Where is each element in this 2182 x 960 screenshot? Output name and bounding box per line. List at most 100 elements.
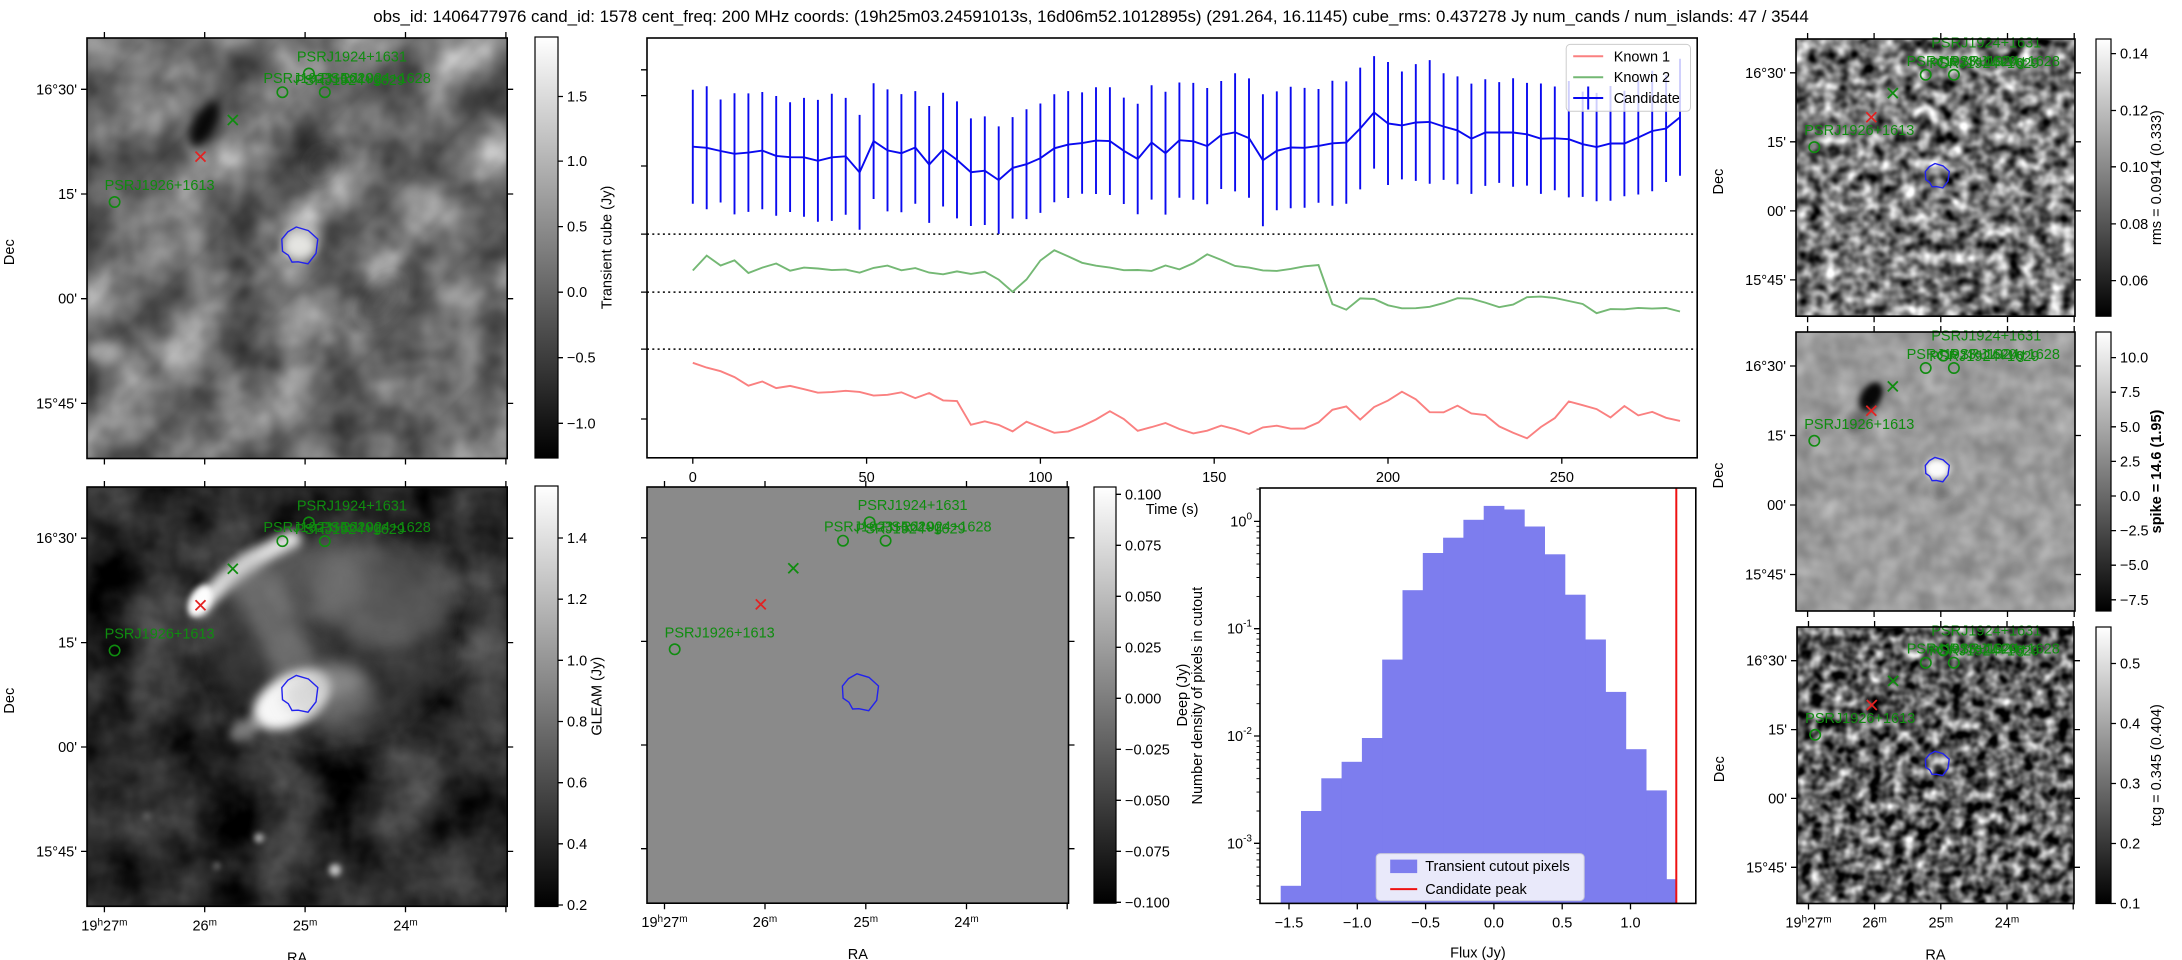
svg-text:0.5: 0.5 bbox=[567, 220, 587, 236]
svg-text:0.1: 0.1 bbox=[2120, 897, 2140, 913]
svg-text:Known 1: Known 1 bbox=[1614, 49, 1670, 65]
svg-text:Transient cube (Jy): Transient cube (Jy) bbox=[599, 186, 615, 310]
svg-text:RA: RA bbox=[287, 950, 307, 960]
svg-text:00': 00' bbox=[58, 292, 77, 308]
svg-text:1.0: 1.0 bbox=[567, 653, 587, 669]
svg-text:PSRJ1924+1628: PSRJ1924+1628 bbox=[1950, 347, 2060, 363]
svg-text:−0.050: −0.050 bbox=[1125, 793, 1170, 809]
svg-text:26m: 26m bbox=[193, 917, 217, 934]
svg-text:PSRJ1926+1613: PSRJ1926+1613 bbox=[665, 625, 775, 641]
svg-text:PSRJ1926+1613: PSRJ1926+1613 bbox=[1804, 123, 1914, 139]
svg-text:25m: 25m bbox=[1929, 915, 1953, 932]
svg-text:spike = 14.6 (1.95): spike = 14.6 (1.95) bbox=[2149, 409, 2165, 533]
svg-text:PSRJ1923+1620g: PSRJ1923+1620g bbox=[1907, 642, 2025, 658]
svg-text:PSRJ1924+1631: PSRJ1924+1631 bbox=[1931, 623, 2041, 639]
svg-text:Dec: Dec bbox=[1711, 463, 1727, 489]
svg-text:0.5: 0.5 bbox=[1552, 915, 1572, 931]
svg-text:00': 00' bbox=[1767, 204, 1786, 220]
svg-text:PSRJ1924+1631: PSRJ1924+1631 bbox=[297, 50, 407, 66]
svg-text:−0.075: −0.075 bbox=[1125, 844, 1170, 860]
svg-text:25m: 25m bbox=[293, 917, 317, 934]
svg-text:0.5: 0.5 bbox=[2120, 657, 2140, 673]
svg-text:0.0: 0.0 bbox=[2120, 489, 2140, 505]
svg-text:−7.5: −7.5 bbox=[2120, 593, 2149, 609]
svg-text:PSRJ1923+1620g: PSRJ1923+1620g bbox=[824, 520, 942, 536]
svg-text:15°45': 15°45' bbox=[1746, 860, 1787, 876]
svg-text:−2.5: −2.5 bbox=[2120, 524, 2149, 540]
svg-text:10-3: 10-3 bbox=[1227, 833, 1252, 852]
svg-text:PSRJ1923+1620g: PSRJ1923+1620g bbox=[264, 520, 382, 536]
svg-text:0.10: 0.10 bbox=[2120, 160, 2148, 176]
svg-text:PSRJ1926+1613: PSRJ1926+1613 bbox=[105, 178, 215, 194]
svg-text:−0.5: −0.5 bbox=[567, 351, 596, 367]
svg-text:−0.5: −0.5 bbox=[1411, 915, 1440, 931]
svg-text:15°45': 15°45' bbox=[36, 844, 77, 860]
svg-text:tcg = 0.345 (0.404): tcg = 0.345 (0.404) bbox=[2149, 704, 2165, 826]
svg-text:PSRJ1924+1629: PSRJ1924+1629 bbox=[295, 522, 405, 538]
svg-text:0.4: 0.4 bbox=[567, 836, 587, 852]
svg-text:15°45': 15°45' bbox=[1745, 568, 1786, 584]
svg-text:−1.0: −1.0 bbox=[1343, 915, 1372, 931]
svg-text:26m: 26m bbox=[1862, 915, 1886, 932]
svg-text:PSRJ1924+1631: PSRJ1924+1631 bbox=[1931, 329, 2041, 345]
svg-text:Time (s): Time (s) bbox=[1146, 502, 1199, 518]
svg-text:PSRJ1926+1613: PSRJ1926+1613 bbox=[1805, 711, 1915, 727]
svg-text:15': 15' bbox=[1768, 723, 1787, 739]
svg-text:−0.025: −0.025 bbox=[1125, 742, 1170, 758]
svg-text:Candidate: Candidate bbox=[1614, 91, 1680, 107]
svg-text:15°45': 15°45' bbox=[36, 396, 77, 412]
svg-text:10.0: 10.0 bbox=[2120, 351, 2148, 367]
svg-text:0.2: 0.2 bbox=[567, 898, 587, 914]
svg-text:0.08: 0.08 bbox=[2120, 217, 2148, 233]
svg-text:7.5: 7.5 bbox=[2120, 385, 2140, 401]
svg-text:PSRJ1924+1628: PSRJ1924+1628 bbox=[882, 520, 992, 536]
svg-text:Transient cutout pixels: Transient cutout pixels bbox=[1425, 859, 1570, 875]
svg-text:Dec: Dec bbox=[1711, 168, 1727, 194]
svg-text:1.0: 1.0 bbox=[1620, 915, 1640, 931]
svg-text:RA: RA bbox=[1925, 948, 1945, 960]
svg-text:15°45': 15°45' bbox=[1745, 273, 1786, 289]
svg-text:PSRJ1924+1631: PSRJ1924+1631 bbox=[1931, 35, 2041, 51]
svg-text:24m: 24m bbox=[954, 914, 978, 931]
svg-text:00': 00' bbox=[1767, 498, 1786, 514]
svg-text:PSRJ1924+1629: PSRJ1924+1629 bbox=[295, 73, 405, 89]
svg-text:0.8: 0.8 bbox=[567, 714, 587, 730]
svg-text:2.5: 2.5 bbox=[2120, 454, 2140, 470]
svg-text:19h27m: 19h27m bbox=[82, 917, 128, 934]
svg-text:00': 00' bbox=[58, 740, 77, 756]
svg-text:PSRJ1923+1620g: PSRJ1923+1620g bbox=[1907, 54, 2025, 70]
svg-text:Number density of pixels in cu: Number density of pixels in cutout bbox=[1190, 586, 1206, 804]
svg-text:16°30': 16°30' bbox=[1745, 359, 1786, 375]
svg-text:Dec: Dec bbox=[2, 687, 18, 713]
svg-text:10-2: 10-2 bbox=[1227, 726, 1252, 745]
svg-text:Dec: Dec bbox=[2, 239, 18, 265]
svg-text:GLEAM (Jy): GLEAM (Jy) bbox=[589, 656, 605, 735]
svg-text:19h27m: 19h27m bbox=[641, 914, 687, 931]
svg-text:0.0: 0.0 bbox=[1484, 915, 1504, 931]
svg-text:16°30': 16°30' bbox=[1746, 654, 1787, 670]
svg-text:PSRJ1924+1629: PSRJ1924+1629 bbox=[1929, 644, 2039, 660]
svg-text:PSRJ1926+1613: PSRJ1926+1613 bbox=[1804, 417, 1914, 433]
svg-text:−1.5: −1.5 bbox=[1274, 915, 1303, 931]
svg-text:0.3: 0.3 bbox=[2120, 777, 2140, 793]
svg-text:−5.0: −5.0 bbox=[2120, 558, 2149, 574]
svg-text:Candidate peak: Candidate peak bbox=[1425, 882, 1527, 898]
svg-text:Flux (Jy): Flux (Jy) bbox=[1450, 945, 1506, 960]
svg-text:PSRJ1924+1628: PSRJ1924+1628 bbox=[321, 71, 431, 87]
svg-text:0.0: 0.0 bbox=[567, 285, 587, 301]
svg-text:250: 250 bbox=[1550, 470, 1574, 486]
svg-text:PSRJ1924+1629: PSRJ1924+1629 bbox=[856, 522, 966, 538]
svg-text:0.14: 0.14 bbox=[2120, 46, 2148, 62]
svg-text:0.6: 0.6 bbox=[567, 775, 587, 791]
svg-text:15': 15' bbox=[1767, 429, 1786, 445]
svg-text:15': 15' bbox=[1767, 135, 1786, 151]
svg-text:5.0: 5.0 bbox=[2120, 420, 2140, 436]
svg-text:16°30': 16°30' bbox=[1745, 66, 1786, 82]
svg-text:PSRJ1924+1628: PSRJ1924+1628 bbox=[321, 520, 431, 536]
svg-text:−0.100: −0.100 bbox=[1125, 895, 1170, 911]
svg-text:150: 150 bbox=[1202, 470, 1226, 486]
svg-text:0.075: 0.075 bbox=[1125, 538, 1161, 554]
svg-text:0.06: 0.06 bbox=[2120, 273, 2148, 289]
svg-text:16°30': 16°30' bbox=[36, 82, 77, 98]
svg-text:PSRJ1924+1629: PSRJ1924+1629 bbox=[1929, 349, 2039, 365]
